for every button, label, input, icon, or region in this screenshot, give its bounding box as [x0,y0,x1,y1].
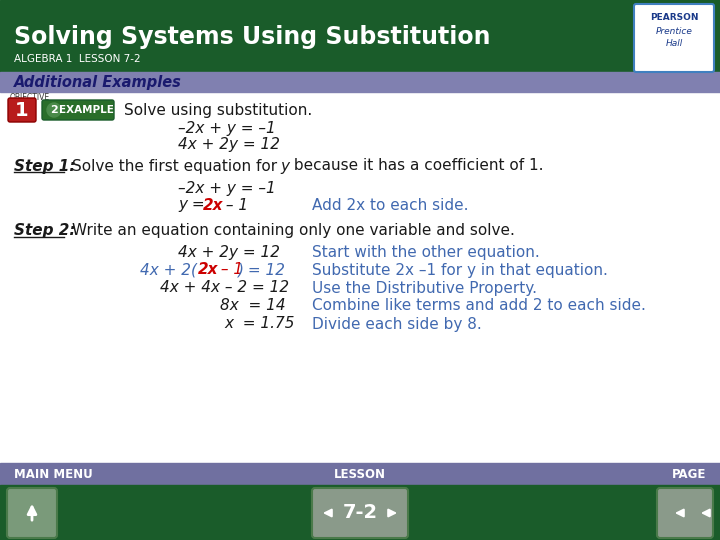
Text: Start with the other equation.: Start with the other equation. [312,245,540,260]
Text: Add 2x to each side.: Add 2x to each side. [312,198,469,213]
Text: 8x  = 14: 8x = 14 [220,299,286,314]
Text: – 1: – 1 [216,262,243,278]
Bar [0,485,720,540]
Text: 1: 1 [15,100,29,119]
Text: EXAMPLE: EXAMPLE [58,105,114,115]
Text: Substitute 2x –1 for y in that equation.: Substitute 2x –1 for y in that equation. [312,262,608,278]
Text: Combine like terms and add 2 to each side.: Combine like terms and add 2 to each sid… [312,299,646,314]
Text: OBJECTIVE: OBJECTIVE [10,92,50,102]
FancyBboxPatch shape [312,488,408,538]
Circle shape [47,103,61,117]
FancyBboxPatch shape [7,488,57,538]
Text: 2x: 2x [198,262,218,278]
Text: y: y [280,159,289,173]
Text: PAGE: PAGE [672,468,706,481]
Text: Write an equation containing only one variable and solve.: Write an equation containing only one va… [72,224,515,239]
Text: Step 2:: Step 2: [14,224,76,239]
Text: –2x + y = –1: –2x + y = –1 [178,122,276,137]
FancyBboxPatch shape [42,100,114,120]
Text: Hall: Hall [665,39,683,49]
Text: 4x + 2y = 12: 4x + 2y = 12 [178,138,280,152]
Text: x  = 1.75: x = 1.75 [224,316,294,332]
Text: Solving Systems Using Substitution: Solving Systems Using Substitution [14,25,490,49]
Text: 2x: 2x [203,198,223,213]
Text: 2: 2 [50,105,58,115]
Text: ) = 12: ) = 12 [238,262,286,278]
FancyBboxPatch shape [8,98,36,122]
Text: Prentice: Prentice [656,28,693,37]
Text: Divide each side by 8.: Divide each side by 8. [312,316,482,332]
Text: 4x + 4x – 2 = 12: 4x + 4x – 2 = 12 [160,280,289,295]
Text: 7-2: 7-2 [343,503,377,523]
Text: because it has a coefficient of 1.: because it has a coefficient of 1. [289,159,544,173]
Bar [0,463,720,485]
FancyBboxPatch shape [657,488,713,538]
FancyBboxPatch shape [634,4,714,72]
Text: Solve the first equation for: Solve the first equation for [72,159,282,173]
Text: y =: y = [178,198,210,213]
Text: ALGEBRA 1  LESSON 7-2: ALGEBRA 1 LESSON 7-2 [14,54,140,64]
Text: Step 1:: Step 1: [14,159,76,173]
Bar [0,0,720,72]
Text: LESSON: LESSON [334,468,386,481]
Text: Use the Distributive Property.: Use the Distributive Property. [312,280,537,295]
Text: MAIN MENU: MAIN MENU [14,468,93,481]
Text: Solve using substitution.: Solve using substitution. [124,103,312,118]
Text: PEARSON: PEARSON [649,14,698,23]
Text: – 1: – 1 [221,198,248,213]
Text: Additional Examples: Additional Examples [14,75,182,90]
Text: 4x + 2(: 4x + 2( [140,262,197,278]
Text: –2x + y = –1: –2x + y = –1 [178,180,276,195]
Text: 4x + 2y = 12: 4x + 2y = 12 [178,245,280,260]
Bar [0,72,720,92]
